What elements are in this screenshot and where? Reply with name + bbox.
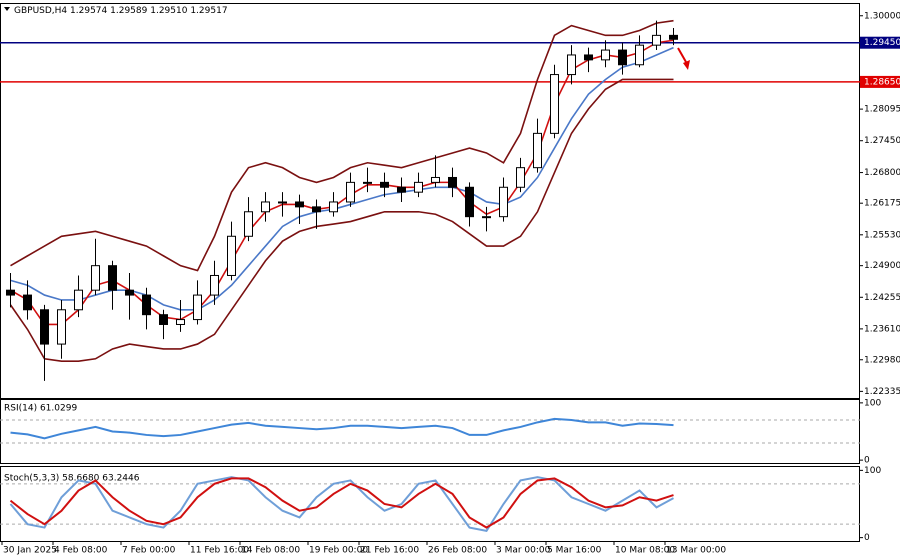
candle-body [550, 74, 559, 134]
level-label: 1.28650 [864, 77, 900, 87]
candle-body [533, 132, 542, 169]
quote-high: 1.29589 [110, 6, 147, 16]
y-tick-label: 1.28095 [864, 105, 900, 115]
x-tick-label: 26 Feb 08:00 [428, 546, 487, 556]
candle-body [40, 309, 49, 345]
candle-body [142, 294, 151, 316]
y-tick-label: 1.26175 [864, 199, 900, 209]
candle-body [23, 294, 32, 311]
candle-body [312, 206, 321, 213]
y-tick-label: 1.26800 [864, 168, 900, 178]
candle-body [346, 181, 355, 203]
candle-body [244, 211, 253, 237]
indicator-line [10, 417, 674, 440]
candle-body [295, 201, 304, 208]
x-tick-label: 7 Feb 00:00 [122, 546, 176, 556]
x-tick-label: 4 Feb 08:00 [54, 546, 108, 556]
indicator-line [9, 78, 674, 363]
quote-low: 1.29510 [150, 6, 187, 16]
indicator-line [10, 39, 674, 326]
y-tick-label: 100 [864, 398, 881, 408]
y-tick-label: 1.24900 [864, 261, 900, 271]
candle-body [74, 289, 83, 311]
candle-body [210, 274, 219, 296]
rsi-panel-frame [0, 399, 860, 464]
rsi-title: RSI(14) 61.0299 [4, 404, 77, 414]
candle-body [91, 265, 100, 291]
chart-header: GBPUSD,H4 1.29574 1.29589 1.29510 1.2951… [14, 6, 228, 16]
x-tick-label: 21 Feb 16:00 [360, 546, 419, 556]
y-tick-label: 1.25530 [864, 230, 900, 240]
candle-body [261, 201, 270, 213]
y-tick-label: 1.30000 [864, 11, 900, 21]
candle-body [278, 201, 287, 204]
x-tick-label: 5 Mar 16:00 [547, 546, 602, 556]
candle-body [397, 186, 406, 193]
y-tick-label: 1.23610 [864, 324, 900, 334]
x-tick-label: 19 Feb 00:00 [309, 546, 368, 556]
x-tick-label: 14 Feb 08:00 [241, 546, 300, 556]
x-tick-label: 3 Mar 00:00 [496, 546, 551, 556]
y-tick-label: 0 [864, 533, 870, 543]
candle-body [516, 167, 525, 188]
quote-close: 1.29517 [190, 6, 227, 16]
candle-body [6, 289, 15, 296]
candle-body [125, 289, 134, 296]
candle-body [567, 54, 576, 76]
candle-body [635, 44, 644, 66]
candle-body [584, 54, 593, 61]
candle-body [499, 186, 508, 218]
arrow-shaft [677, 47, 687, 63]
y-tick-label: 100 [864, 466, 881, 476]
candle-body [465, 186, 474, 218]
indicator-line [10, 46, 674, 311]
candle-body [618, 49, 627, 66]
candle-body [482, 216, 491, 219]
x-tick-label: 30 Jan 2025 [3, 546, 57, 556]
quote-open: 1.29574 [70, 6, 107, 16]
y-tick-label: 1.27450 [864, 136, 900, 146]
x-tick-label: 13 Mar 00:00 [666, 546, 726, 556]
candle-body [448, 176, 457, 188]
candle-body [601, 49, 610, 61]
price-panel-frame [0, 3, 860, 399]
indicator-line [10, 19, 674, 272]
candle-body [57, 309, 66, 345]
level-label-bg [860, 75, 900, 88]
candle-body [193, 294, 202, 321]
candle-body [431, 176, 440, 183]
menu-arrow[interactable] [4, 7, 10, 11]
x-tick-label: 10 Mar 08:00 [615, 546, 675, 556]
arrow-head [683, 60, 690, 70]
candle-body [108, 265, 117, 291]
candle-body [652, 34, 661, 46]
y-tick-label: 0 [864, 456, 870, 466]
x-tick-label: 11 Feb 16:00 [190, 546, 249, 556]
y-tick-label: 1.22335 [864, 387, 900, 397]
symbol: GBPUSD,H4 [14, 6, 67, 16]
indicator-line [9, 477, 674, 529]
candle-body [176, 319, 185, 325]
y-tick-label: 1.24255 [864, 293, 900, 303]
candle-body [159, 314, 168, 325]
indicator-line [9, 476, 674, 533]
level-label: 1.29450 [864, 38, 900, 48]
candle-body [669, 34, 678, 40]
candle-body [329, 201, 338, 213]
candle-body [380, 181, 389, 188]
y-tick-label: 1.22980 [864, 355, 900, 365]
stoch-title: Stoch(5,3,3) 58.6680 63.2446 [4, 474, 140, 484]
forecast-arrow [677, 47, 690, 70]
level-label-bg [860, 36, 900, 49]
stoch-panel-frame [0, 466, 860, 542]
candle-body [414, 181, 423, 193]
candle-body [227, 235, 236, 276]
candle-body [363, 181, 372, 184]
